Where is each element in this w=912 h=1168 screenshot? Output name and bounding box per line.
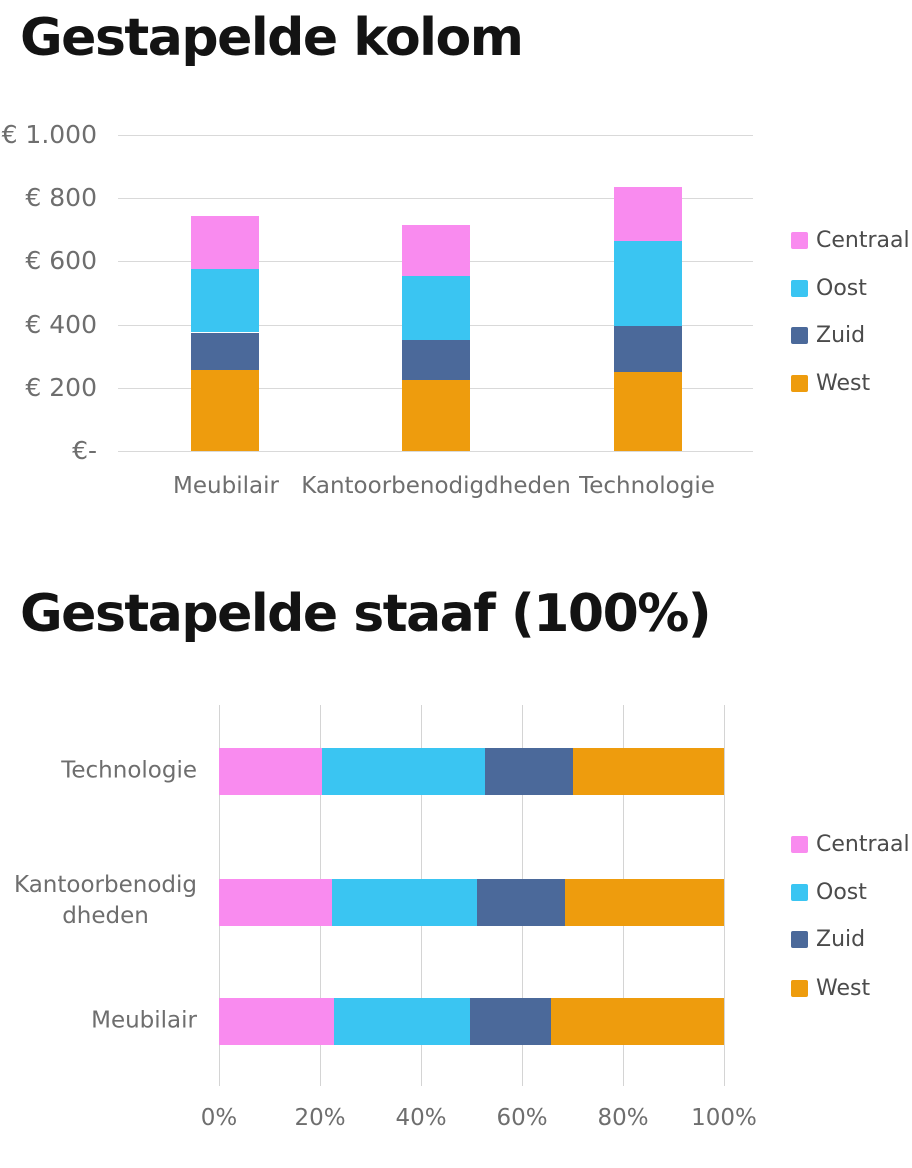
bar-segment-oost — [321, 748, 486, 795]
bar-segment-west — [565, 879, 724, 926]
bar-segment-zuid — [476, 879, 566, 926]
centraal-legend-swatch — [791, 836, 808, 853]
bar-segment-west — [551, 998, 724, 1045]
x-axis-category-label: Kantoorbenodigdheden — [301, 473, 571, 499]
bar-segment-oost — [332, 879, 477, 926]
legend-label: Zuid — [816, 927, 866, 952]
bar-segment-zuid — [469, 998, 552, 1045]
gridline-h — [118, 135, 753, 136]
bar-segment-centraal — [219, 748, 322, 795]
legend-label: Oost — [816, 880, 867, 905]
x-axis-tick: 0% — [200, 1105, 238, 1131]
y-axis-tick: € 200 — [25, 372, 97, 402]
y-axis-category-label: Kantoorbenodig dheden — [14, 872, 197, 929]
bar-segment-oost — [614, 240, 682, 327]
bar-segment-zuid — [485, 748, 573, 795]
bar-segment-west — [572, 748, 724, 795]
legend-item-centraal: Centraal — [791, 228, 910, 253]
bar-segment-oost — [402, 275, 470, 341]
west-legend-swatch — [791, 375, 808, 392]
bar-segment-west — [614, 372, 682, 451]
zuid-legend-swatch — [791, 931, 808, 948]
legend-label: West — [816, 976, 871, 1001]
centraal-legend-swatch — [791, 232, 808, 249]
legend-label: Zuid — [816, 323, 866, 348]
y-axis-tick: € 800 — [25, 183, 97, 213]
bar-segment-zuid — [614, 326, 682, 372]
legend-item-oost: Oost — [791, 880, 867, 905]
bar-segment-west — [191, 370, 259, 451]
bar-segment-centraal — [402, 225, 470, 276]
bar-segment-oost — [191, 269, 259, 333]
legend-label: West — [816, 371, 871, 396]
x-axis-tick: 20% — [294, 1105, 346, 1131]
legend-label: Oost — [816, 276, 867, 301]
stacked-column-chart-title: Gestapelde kolom — [20, 8, 524, 68]
legend-item-zuid: Zuid — [791, 323, 865, 348]
x-axis-category-label: Technologie — [579, 473, 715, 499]
legend-label: Centraal — [816, 832, 910, 857]
bar-segment-centraal — [614, 187, 682, 241]
legend-label: Centraal — [816, 228, 910, 253]
y-axis-category-label: Meubilair — [91, 1007, 197, 1034]
legend-item-oost: Oost — [791, 276, 867, 301]
y-axis-tick: € 1.000 — [1, 120, 97, 149]
y-axis-tick: € 400 — [25, 309, 97, 339]
bar-segment-oost — [334, 998, 470, 1045]
x-axis-category-label: Meubilair — [173, 473, 279, 499]
y-axis-tick: € 600 — [25, 246, 97, 276]
bar-segment-zuid — [402, 340, 470, 380]
stacked-bar-chart-title: Gestapelde staaf (100%) — [20, 584, 712, 644]
x-axis-tick: 40% — [395, 1105, 447, 1131]
legend-item-centraal: Centraal — [791, 832, 910, 857]
bar-segment-centraal — [219, 879, 332, 926]
west-legend-swatch — [791, 980, 808, 997]
oost-legend-swatch — [791, 884, 808, 901]
x-axis-tick: 100% — [691, 1105, 757, 1131]
oost-legend-swatch — [791, 280, 808, 297]
y-axis-tick: €- — [72, 436, 97, 465]
x-axis-tick: 60% — [496, 1105, 548, 1131]
bar-segment-zuid — [191, 332, 259, 371]
bar-segment-centraal — [191, 215, 259, 270]
legend-item-west: West — [791, 976, 870, 1001]
bar-segment-centraal — [219, 998, 335, 1045]
legend-item-west: West — [791, 371, 870, 396]
gridline-h — [118, 198, 753, 200]
bar-segment-west — [402, 379, 470, 451]
gridline-v — [724, 705, 725, 1086]
gridline-h — [118, 451, 753, 452]
legend-item-zuid: Zuid — [791, 927, 865, 952]
zuid-legend-swatch — [791, 327, 808, 344]
x-axis-tick: 80% — [597, 1105, 649, 1131]
y-axis-category-label: Technologie — [61, 757, 197, 784]
